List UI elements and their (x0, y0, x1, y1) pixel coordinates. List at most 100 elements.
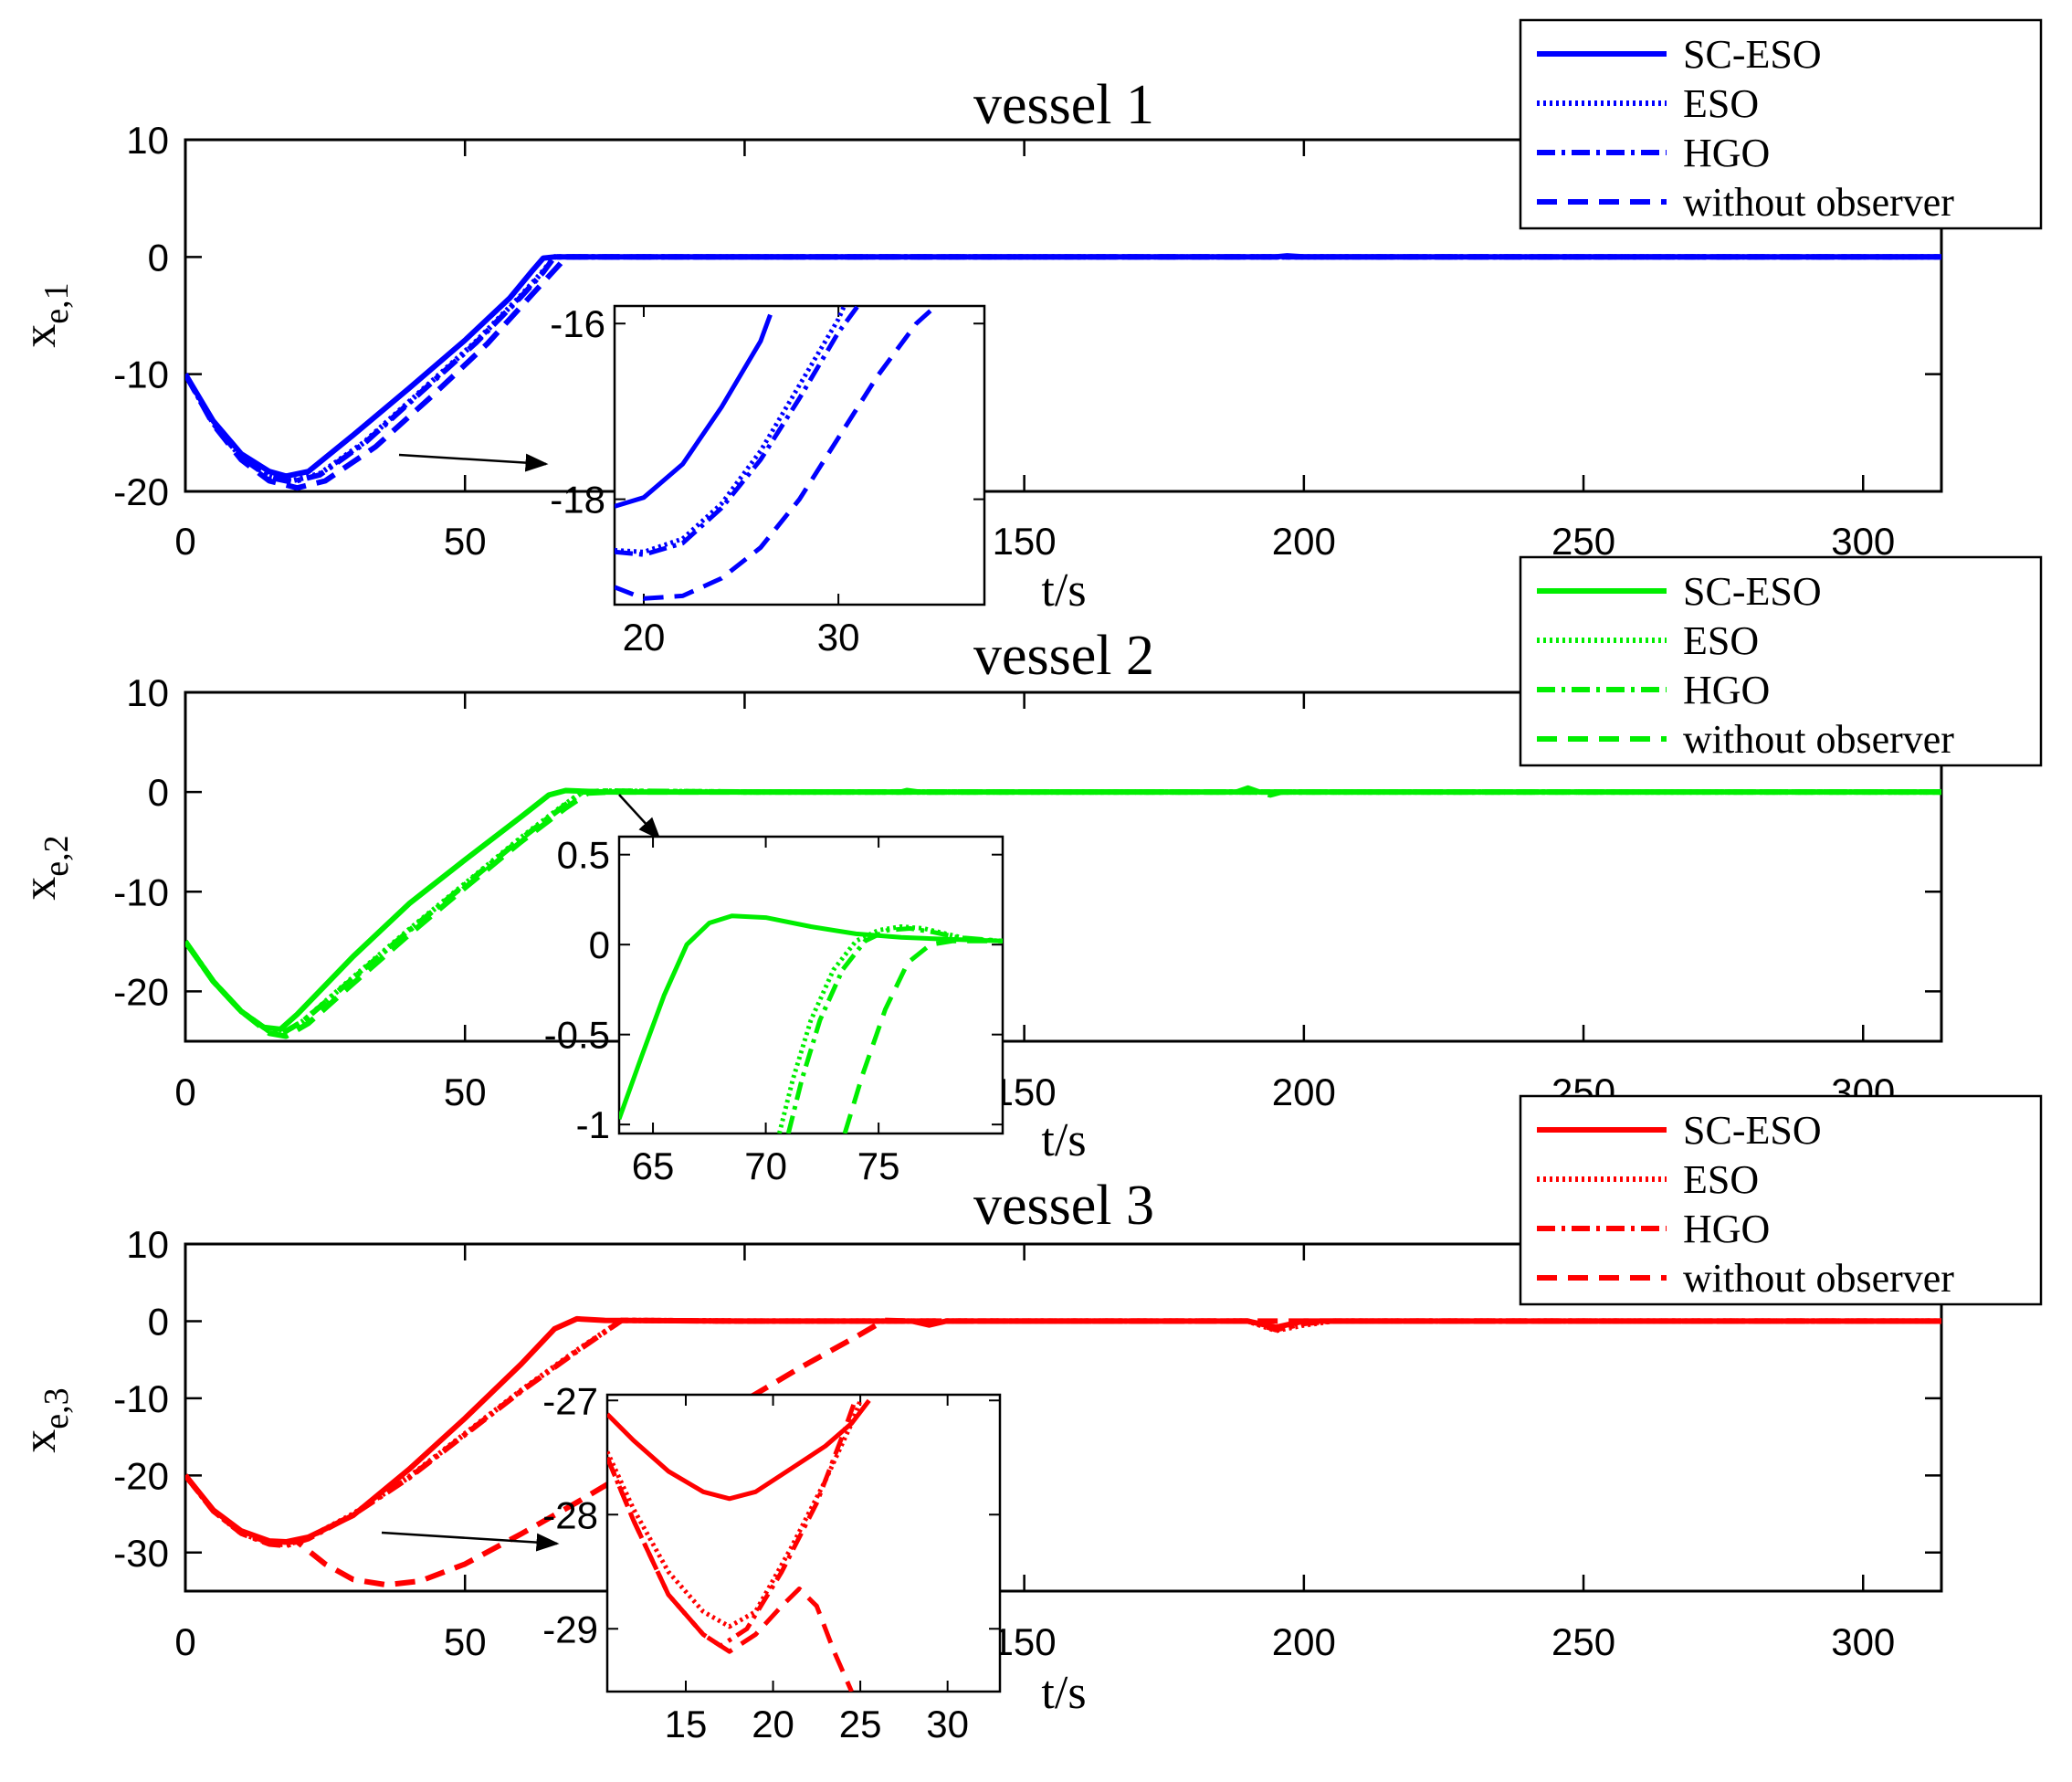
zoom-arrow (398, 453, 549, 472)
y-tick-label: 0 (148, 771, 169, 814)
inset-box (605, 1393, 1002, 1693)
inset-series-hgo (615, 306, 860, 557)
y-tick-label: -20 (113, 470, 169, 513)
inset-y-tick-label: -1 (576, 1103, 610, 1146)
inset-series-without-observer (615, 306, 938, 601)
y-tick-label: -20 (113, 1454, 169, 1497)
chart-title: vessel 2 (973, 625, 1154, 687)
x-tick-label: 200 (1272, 520, 1336, 563)
inset-box (613, 304, 986, 606)
inset-x-tick-label: 70 (744, 1144, 787, 1187)
y-tick-label: 0 (148, 236, 169, 279)
chart-title: vessel 3 (973, 1175, 1154, 1237)
x-tick-label: 50 (444, 1620, 487, 1663)
y-tick-label: -10 (113, 1377, 169, 1420)
main-series-without-observer (185, 1317, 1941, 1588)
inset-y-tick-label: -29 (542, 1608, 598, 1650)
x-tick-label: 150 (993, 520, 1057, 563)
x-tick-label: 50 (444, 520, 487, 563)
x-tick-label: 200 (1272, 1620, 1336, 1663)
legend-label: SC-ESO (1683, 569, 1822, 614)
inset-box (617, 835, 1004, 1135)
inset-series-eso (615, 306, 847, 554)
inset-x-tick-label: 20 (752, 1703, 794, 1745)
inset-2: 65 70 75 0.5 0 -0.5 -1 (544, 834, 1004, 1187)
inset-y-tick-label: 0.5 (557, 834, 610, 877)
chart-title: vessel 1 (973, 74, 1154, 136)
legend-label: SC-ESO (1683, 1108, 1822, 1153)
y-tick-label: -30 (113, 1532, 169, 1575)
y-tick-label: -20 (113, 970, 169, 1013)
x-tick-label: 300 (1831, 520, 1895, 563)
y-axis-label-subscript: e,3 (37, 1387, 76, 1429)
x-tick-label: 50 (444, 1070, 487, 1113)
x-tick-label: 0 (174, 520, 195, 563)
legend-label: without observer (1683, 180, 1954, 225)
inset-y-tick-label: -28 (542, 1493, 598, 1536)
x-tick-label: 150 (993, 1620, 1057, 1663)
y-tick-label: -10 (113, 353, 169, 396)
inset-series-hgo (785, 926, 1003, 1134)
inset-3: 15 20 25 30 -27 -28 -29 (542, 1379, 1002, 1745)
x-tick-label: 300 (1831, 1620, 1895, 1663)
y-axis-label: xe,3 (14, 1387, 76, 1452)
legend-label: without observer (1683, 717, 1954, 762)
x-tick-label: 250 (1551, 520, 1615, 563)
inset-y-tick-label: -16 (550, 302, 605, 345)
inset-x-tick-label: 30 (926, 1703, 969, 1745)
inset-x-tick-label: 75 (857, 1144, 900, 1187)
y-axis-label-subscript: e,2 (37, 835, 76, 876)
inset-1: 20 30 -16 -18 (550, 302, 986, 659)
legend-label: ESO (1683, 618, 1759, 663)
x-tick-label: 0 (174, 1620, 195, 1663)
legend-label: HGO (1683, 131, 1770, 175)
y-axis-label: xe,2 (14, 835, 76, 900)
legend-label: ESO (1683, 81, 1759, 126)
inset-series-without-observer (607, 1456, 854, 1692)
y-tick-label: -10 (113, 870, 169, 913)
x-tick-label: 0 (174, 1070, 195, 1113)
y-tick-label: 10 (126, 1223, 169, 1266)
inset-series-sc-eso (619, 913, 1003, 1121)
legend-label: SC-ESO (1683, 32, 1822, 77)
legend-label: without observer (1683, 1256, 1954, 1301)
inset-y-tick-label: -0.5 (544, 1014, 610, 1057)
inset-y-tick-label: -18 (550, 479, 605, 522)
x-tick-label: 250 (1551, 1620, 1615, 1663)
y-tick-label: 0 (148, 1300, 169, 1343)
inset-x-tick-label: 25 (839, 1703, 882, 1745)
y-axis-label-base: x (14, 877, 66, 901)
inset-x-tick-label: 20 (623, 616, 666, 659)
zoom-arrow (381, 1531, 560, 1552)
inset-y-tick-label: -27 (542, 1379, 598, 1422)
main-series-without-observer (185, 254, 1941, 491)
inset-x-tick-label: 15 (665, 1703, 708, 1745)
inset-series-eso (607, 1399, 863, 1629)
inset-x-tick-label: 30 (817, 616, 860, 659)
x-axis-label: t/s (1041, 1667, 1086, 1719)
y-tick-label: 10 (126, 671, 169, 714)
inset-y-tick-label: 0 (589, 923, 610, 966)
inset-series-sc-eso (607, 1398, 871, 1502)
x-tick-label: 200 (1272, 1070, 1336, 1113)
y-axis-label-base: x (14, 1429, 66, 1453)
legend-label: ESO (1683, 1157, 1759, 1202)
inset-series-without-observer (842, 938, 1003, 1134)
inset-series-eso (776, 924, 1003, 1134)
y-axis-label: xe,1 (14, 282, 76, 347)
y-axis-label-subscript: e,1 (37, 282, 76, 323)
zoom-arrow (618, 794, 661, 840)
x-axis-label: t/s (1041, 564, 1086, 617)
y-tick-label: 10 (126, 119, 169, 162)
inset-series-sc-eso (615, 313, 773, 509)
y-axis-label-base: x (14, 324, 66, 348)
legend-box (1519, 18, 2043, 230)
main-series-without-observer (185, 789, 1941, 1039)
